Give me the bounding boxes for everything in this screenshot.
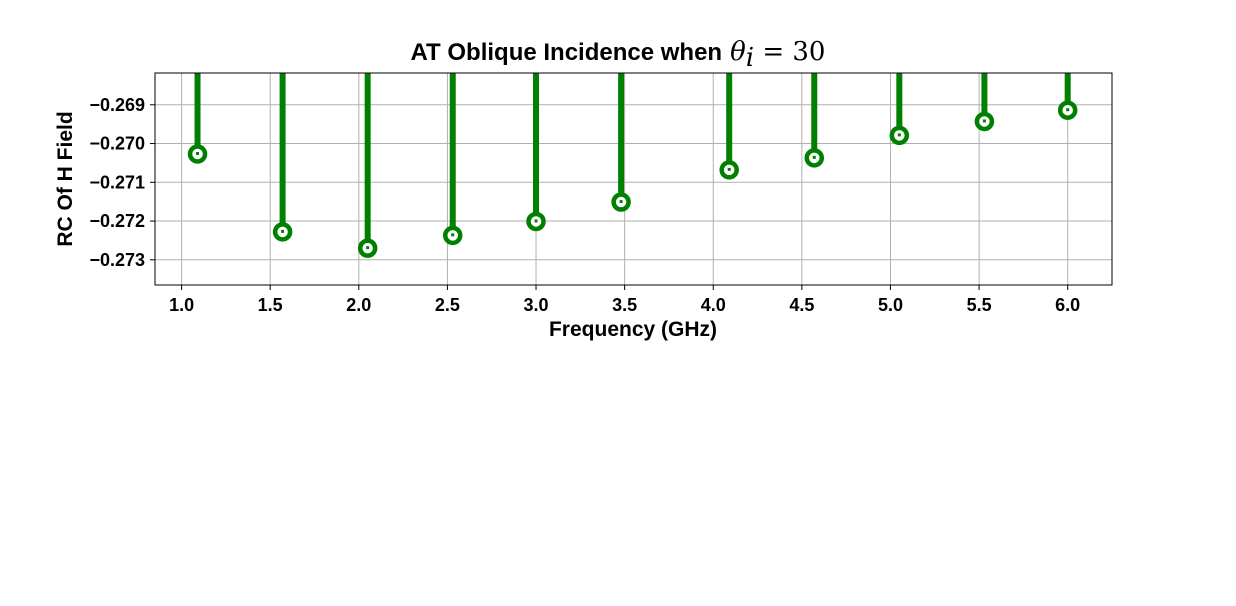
stem-series: [187, 73, 1078, 258]
x-tick-label: 5.0: [878, 295, 903, 315]
x-tick-label: 6.0: [1055, 295, 1080, 315]
x-tick-label: 3.5: [612, 295, 637, 315]
chart-title-math: θ: [730, 37, 746, 67]
grid: [155, 73, 1112, 285]
chart-title-subscript: i: [746, 43, 754, 73]
y-tick-label: −0.271: [89, 172, 145, 192]
plot-frame: [154, 72, 1113, 286]
x-axis-label: Frequency (GHz): [549, 318, 717, 341]
x-tick-label: 2.5: [435, 295, 460, 315]
chart-title: AT Oblique Incidence when θi = 30: [411, 37, 826, 73]
y-axis-label: RC Of H Field: [54, 111, 77, 246]
y-tick-label: −0.269: [89, 95, 145, 115]
x-tick-label: 5.5: [967, 295, 992, 315]
x-tick-label: 1.5: [258, 295, 283, 315]
x-tick-label: 4.0: [701, 295, 726, 315]
chart-title-math-rest: = 30: [754, 37, 825, 67]
x-tick-label: 4.5: [789, 295, 814, 315]
x-tick-label: 3.0: [524, 295, 549, 315]
y-tick-label: −0.273: [89, 250, 145, 270]
x-tick-label: 1.0: [169, 295, 194, 315]
chart-title-text: AT Oblique Incidence when: [411, 39, 723, 66]
x-tick-label: 2.0: [346, 295, 371, 315]
y-axis-ticks: −0.269 −0.270 −0.271 −0.272 −0.273: [89, 95, 155, 270]
y-tick-label: −0.270: [89, 134, 145, 154]
y-tick-label: −0.272: [89, 211, 145, 231]
x-axis-ticks: 1.0 1.5 2.0 2.5 3.0 3.5 4.0 4.5 5.0 5.5 6.0: [169, 285, 1080, 315]
